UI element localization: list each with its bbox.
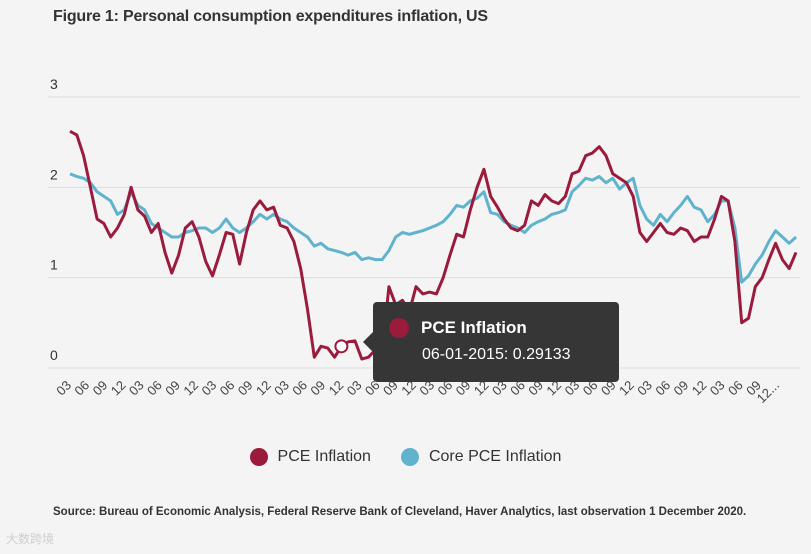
legend-label-core: Core PCE Inflation [428,448,562,465]
y-tick-label: 0 [50,347,58,363]
legend-dot-core-icon [400,448,419,466]
chart-title: Figure 1: Personal consumption expenditu… [53,8,488,25]
x-tick-label: 12... [754,378,782,406]
legend-item-pce[interactable]: PCE Inflation [249,448,371,466]
y-tick-label: 1 [50,257,58,273]
y-tick-label: 2 [50,166,58,182]
series-line-core[interactable] [69,172,798,284]
series-line-pce[interactable] [69,129,798,361]
y-tick-label: 3 [50,76,58,92]
legend: PCE Inflation Core PCE Inflation [0,448,811,466]
tooltip-series-dot [389,318,409,338]
highlight-marker [334,339,349,354]
legend-label-pce: PCE Inflation [277,448,371,465]
series-lines [69,129,798,361]
tooltip: PCE Inflation 06-01-2015: 0.29133 [363,302,619,382]
tooltip-series-name: PCE Inflation [421,318,527,337]
highlight-point[interactable] [334,339,349,354]
legend-dot-pce-icon [249,448,268,466]
watermark: 大数跨境 [6,532,55,546]
y-axis-labels: 0 1 2 3 [50,76,58,363]
source-note: Source: Bureau of Economic Analysis, Fed… [53,506,747,518]
tooltip-value: 06-01-2015: 0.29133 [422,346,571,363]
legend-item-core[interactable]: Core PCE Inflation [400,448,562,466]
